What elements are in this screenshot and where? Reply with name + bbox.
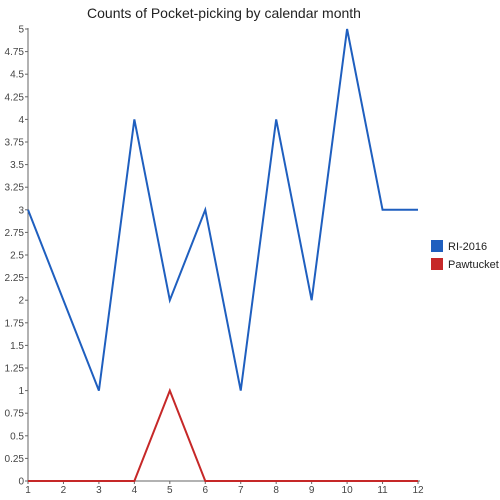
y-tick-label: 4.5 bbox=[10, 70, 24, 81]
y-tick-label: 2.75 bbox=[5, 228, 25, 239]
y-tick-label: 0.25 bbox=[5, 454, 25, 465]
x-axis-ticks: 1 2 3 4 5 6 7 8 9 10 11 12 bbox=[25, 481, 424, 496]
x-tick-label: 9 bbox=[309, 485, 315, 496]
y-tick-label: 3 bbox=[18, 205, 24, 216]
y-axis-ticks: 0 0.25 0.5 0.75 1 1.25 1.5 1.75 2 2.25 2.5 2.75 3 3.2… bbox=[5, 25, 28, 488]
y-tick-label: 1.75 bbox=[5, 318, 25, 329]
y-tick-label: 4 bbox=[18, 115, 24, 126]
x-tick-label: 8 bbox=[273, 485, 279, 496]
y-tick-label: 5 bbox=[18, 25, 24, 36]
y-tick-label: 0.75 bbox=[5, 409, 25, 420]
x-tick-label: 5 bbox=[167, 485, 173, 496]
x-tick-label: 2 bbox=[61, 485, 67, 496]
x-tick-label: 10 bbox=[342, 485, 354, 496]
legend: RI-2016 Pawtucket bbox=[431, 240, 499, 271]
legend-swatch bbox=[431, 258, 443, 270]
x-tick-label: 4 bbox=[132, 485, 138, 496]
y-tick-label: 2.25 bbox=[5, 273, 25, 284]
x-tick-label: 12 bbox=[412, 485, 424, 496]
y-tick-label: 0.5 bbox=[10, 431, 24, 442]
y-tick-label: 1 bbox=[18, 386, 24, 397]
y-tick-label: 0 bbox=[18, 477, 24, 488]
series-layer bbox=[27, 28, 418, 482]
x-tick-label: 11 bbox=[377, 485, 388, 496]
series-line-pawtucket bbox=[28, 387, 418, 482]
series-line-ri-2016 bbox=[27, 28, 418, 391]
legend-swatch bbox=[431, 240, 443, 252]
y-tick-label: 2 bbox=[18, 296, 24, 307]
y-tick-label: 2.5 bbox=[10, 251, 24, 262]
x-tick-label: 1 bbox=[25, 485, 31, 496]
y-tick-label: 3.5 bbox=[10, 160, 24, 171]
y-tick-label: 3.75 bbox=[5, 138, 25, 149]
x-tick-label: 7 bbox=[238, 485, 244, 496]
y-tick-label: 1.25 bbox=[5, 364, 25, 375]
legend-label: Pawtucket bbox=[448, 259, 499, 271]
x-tick-label: 3 bbox=[96, 485, 102, 496]
y-tick-label: 1.5 bbox=[10, 341, 24, 352]
y-tick-label: 4.75 bbox=[5, 47, 25, 58]
y-tick-label: 4.25 bbox=[5, 92, 25, 103]
chart-title: Counts of Pocket-picking by calendar mon… bbox=[87, 5, 361, 21]
x-tick-label: 6 bbox=[202, 485, 208, 496]
legend-label: RI-2016 bbox=[448, 241, 487, 253]
y-tick-label: 3.25 bbox=[5, 183, 25, 194]
